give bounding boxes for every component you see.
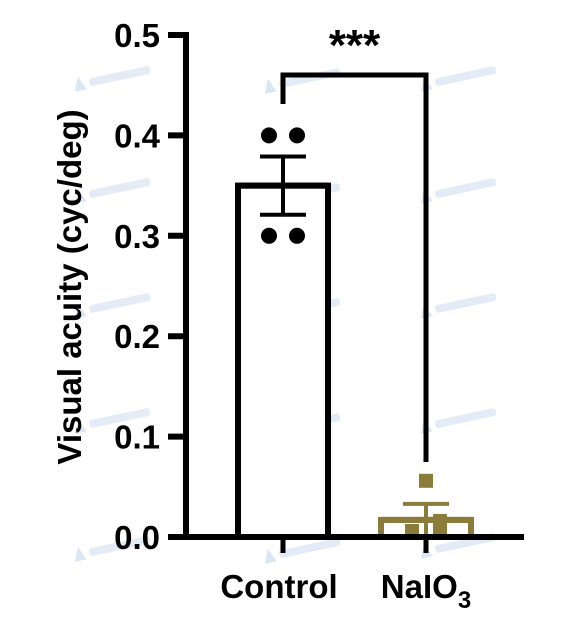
data-point	[289, 127, 305, 144]
x-tick-label-subscript: 3	[458, 587, 471, 614]
watermark-mark	[74, 418, 87, 434]
watermark-text-bar	[279, 68, 341, 88]
watermark-logo	[74, 293, 151, 319]
x-tick-label-text: Control	[220, 568, 337, 605]
data-point	[261, 127, 277, 144]
watermark-logo	[264, 538, 341, 564]
watermark-logo	[74, 66, 151, 92]
x-tick-label-control: Control	[220, 568, 337, 605]
watermark-logo	[420, 178, 497, 204]
data-point	[261, 227, 277, 244]
bar-control	[235, 182, 331, 540]
significance-bracket	[280, 72, 429, 462]
y-tick-label: 0.1	[114, 419, 160, 456]
watermark-text-bar	[279, 538, 341, 558]
x-ticks-group: Control NaIO3	[220, 537, 471, 614]
watermark-mark	[74, 546, 87, 562]
watermark-text-bar	[89, 293, 151, 313]
y-tick-label: 0.5	[114, 17, 160, 54]
significance-group: ***	[280, 21, 429, 462]
watermark-mark	[264, 548, 277, 564]
x-tick-label-naio: NaIO3	[381, 568, 471, 614]
watermark-text-bar	[435, 178, 497, 198]
watermark-logo	[420, 66, 497, 92]
watermark-logo	[74, 536, 151, 562]
watermark-text-bar	[435, 66, 497, 86]
axes-group	[183, 32, 524, 540]
watermark-logo	[420, 293, 497, 319]
data-point	[433, 513, 447, 528]
watermark-text-bar	[89, 178, 151, 198]
watermark-text-bar	[435, 293, 497, 313]
significance-label: ***	[329, 21, 381, 70]
watermark-logo	[74, 408, 151, 434]
y-ticks-group: 0.0 0.1 0.2 0.3 0.4 0.5	[114, 17, 186, 556]
watermark-logo	[74, 178, 151, 204]
watermark-mark	[74, 188, 87, 204]
data-point	[419, 473, 433, 488]
y-tick-label: 0.0	[114, 519, 160, 556]
y-tick-label: 0.3	[114, 218, 160, 255]
x-tick-label-text: NaIO	[381, 568, 458, 605]
watermark-mark	[264, 78, 277, 94]
data-point	[289, 227, 305, 244]
y-tick-label: 0.4	[114, 117, 161, 154]
watermark-text-bar	[89, 408, 151, 428]
y-tick-label: 0.2	[114, 318, 160, 355]
watermark-logo	[420, 408, 497, 434]
error-bars-group	[238, 154, 471, 538]
watermark-text-bar	[89, 66, 151, 86]
watermark-text-bar	[435, 408, 497, 428]
watermark-mark	[74, 303, 87, 319]
y-axis-label: Visual acuity (cyc/deg)	[51, 109, 88, 464]
watermark-mark	[74, 76, 87, 92]
watermark-text-bar	[89, 536, 151, 556]
